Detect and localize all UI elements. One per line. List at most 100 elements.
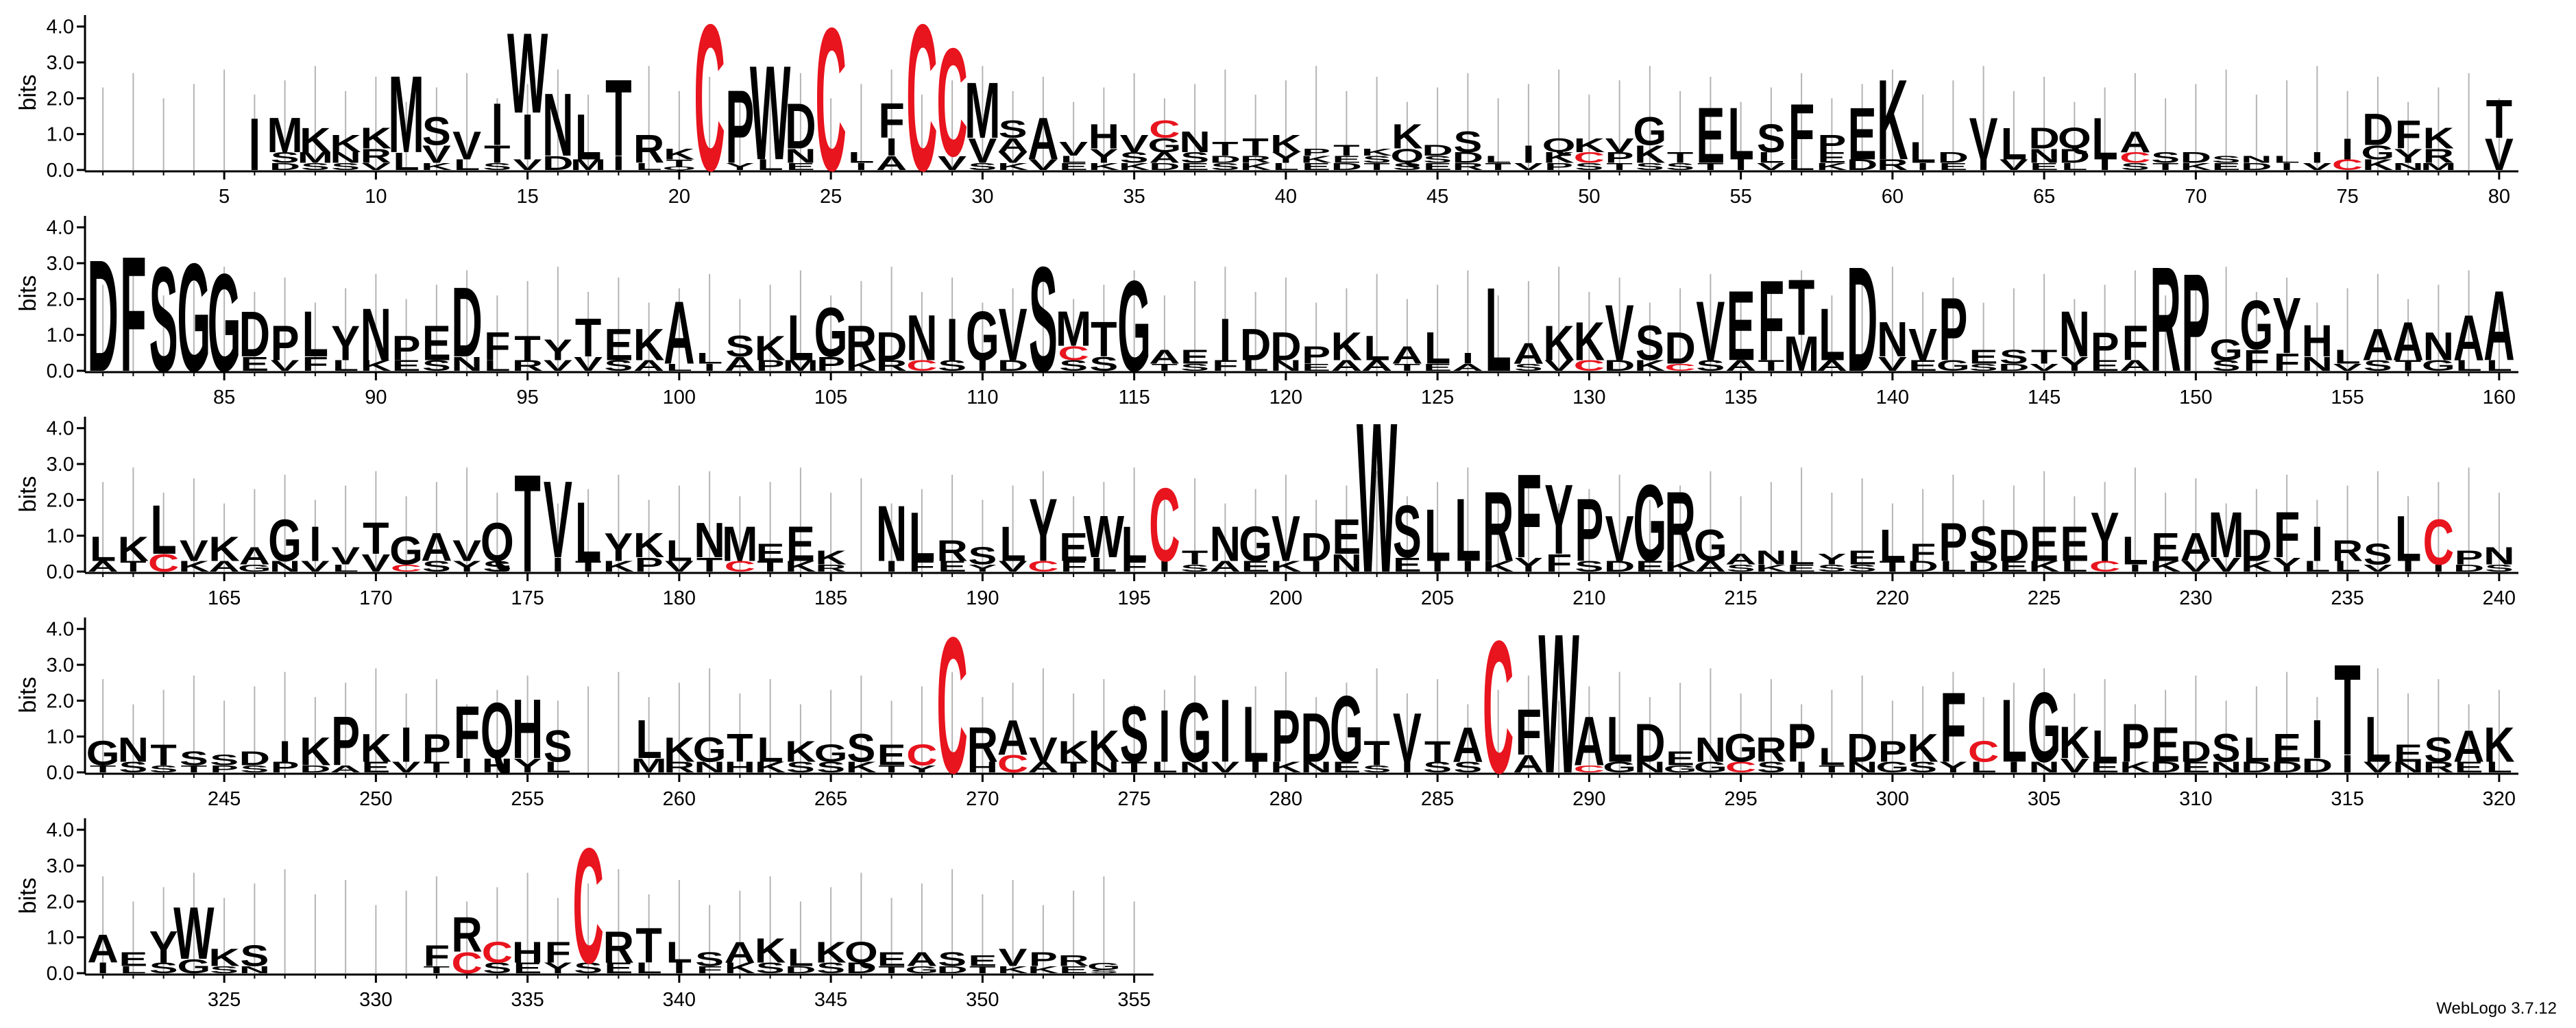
logo-letter: C [936, 598, 967, 814]
logo-letter: R [1240, 154, 1271, 164]
logo-letter: V [999, 292, 1028, 376]
logo-letter: D [1149, 161, 1180, 172]
logo-letter: P [2455, 547, 2483, 569]
logo-letter: G [1875, 759, 1909, 776]
logo-letter: C [2332, 156, 2363, 173]
logo-letter: N [2392, 759, 2423, 776]
logo-letter: E [1969, 346, 1998, 368]
logo-letter: V [2212, 554, 2241, 576]
logo-letter: L [454, 156, 480, 173]
logo-letter: V [2302, 161, 2332, 172]
logo-letter: T [1242, 134, 1268, 161]
logo-letter: K [2180, 161, 2211, 172]
logo-letter: P [1302, 341, 1330, 369]
logo-letter: S [149, 236, 178, 402]
logo-letter: S [210, 964, 239, 975]
logo-letter: S [2364, 538, 2392, 571]
logo-letter: L [1121, 516, 1147, 572]
logo-letter: T [1121, 759, 1147, 776]
logo-letter: F [696, 964, 722, 975]
logo-letter: L [1910, 136, 1936, 169]
logo-letter: K [1664, 558, 1695, 575]
logo-letter: L [757, 731, 783, 770]
logo-letter: I [1158, 558, 1170, 575]
logo-letter: L [2091, 721, 2117, 771]
logo-letter: L [909, 498, 935, 576]
logo-letter: Y [1029, 480, 1058, 580]
logo-letter: S [1120, 149, 1149, 167]
y-tick-label: 4.0 [47, 820, 74, 842]
logo-letter: R [2423, 759, 2454, 776]
x-tick-label: 245 [208, 788, 241, 810]
logo-letter: A [1574, 702, 1605, 780]
logo-letter: Q [481, 685, 514, 775]
logo-letter: V [999, 944, 1028, 971]
logo-letter: A [87, 927, 118, 971]
logo-letter: S [1423, 154, 1452, 164]
x-tick-label: 150 [2179, 387, 2212, 408]
logo-letter: S [149, 763, 178, 774]
logo-letter: G [1633, 109, 1666, 154]
logo-letter: C [1149, 466, 1180, 583]
x-tick-label: 250 [359, 788, 392, 810]
logo-letter: T [1819, 763, 1845, 774]
logo-letter: H [512, 936, 543, 969]
logo-letter: K [1907, 726, 1939, 770]
logo-letter: E [1423, 161, 1452, 172]
logo-letter: E [2091, 357, 2119, 374]
x-tick-label: 20 [668, 186, 690, 208]
logo-letter: V [1908, 319, 1937, 369]
logo-letter: L [635, 161, 661, 172]
logo-letter: N [694, 513, 725, 568]
logo-letter: M [2208, 499, 2244, 572]
logo-letter: E [1636, 558, 1664, 575]
logo-letter: V [513, 156, 543, 173]
logo-letter: C [391, 563, 422, 574]
logo-letter: I [946, 306, 958, 373]
logo-letter: T [635, 918, 661, 973]
logo-letter: N [2483, 542, 2514, 570]
logo-letter: P [635, 554, 664, 576]
logo-letter: K [633, 526, 664, 565]
logo-letter: A [876, 152, 907, 174]
logo-letter: E [1302, 161, 1330, 172]
logo-letter: L [2365, 704, 2391, 776]
logo-letter: K [1634, 140, 1665, 168]
logo-letter: Q [845, 936, 878, 969]
logo-letter: A [2119, 125, 2150, 158]
logo-letter: E [604, 959, 633, 977]
logo-letter: F [302, 353, 328, 375]
logo-letter: L [150, 490, 176, 568]
logo-letter: P [271, 759, 300, 776]
logo-letter: C [482, 936, 513, 969]
logo-letter: S [1423, 759, 1452, 776]
logo-letter: P [2121, 713, 2150, 774]
logo-letter: F [1940, 672, 1966, 783]
logo-letter: S [1393, 161, 1422, 172]
logo-letter: A [1392, 341, 1422, 369]
logo-letter: E [1059, 525, 1088, 570]
logo-letter: D [1634, 713, 1665, 774]
logo-letter: N [1089, 759, 1119, 776]
logo-letter: F [1516, 696, 1542, 769]
logo-letter: D [1664, 323, 1695, 373]
logo-letter: F [1516, 449, 1542, 583]
logo-letter: K [815, 547, 846, 569]
y-axis-label: bits [15, 476, 41, 513]
logo-letter: W [1084, 504, 1125, 570]
logo-letter: L [120, 964, 146, 975]
logo-letter: N [2423, 324, 2454, 369]
logo-letter: N [694, 759, 725, 776]
y-tick-label: 0.0 [47, 762, 74, 784]
x-tick-label: 115 [1119, 387, 1150, 408]
logo-letter: N [1270, 357, 1301, 374]
logo-letter: N [1634, 759, 1665, 776]
logo-letter: A [87, 558, 118, 575]
logo-letter: L [545, 759, 571, 776]
x-tick-label: 55 [1729, 186, 1751, 208]
logo-letter: I [2342, 750, 2353, 777]
logo-letter: N [1179, 759, 1210, 776]
x-tick-label: 230 [2179, 587, 2212, 609]
logo-letter: L [2061, 558, 2087, 575]
logo-letter: L [302, 298, 328, 371]
